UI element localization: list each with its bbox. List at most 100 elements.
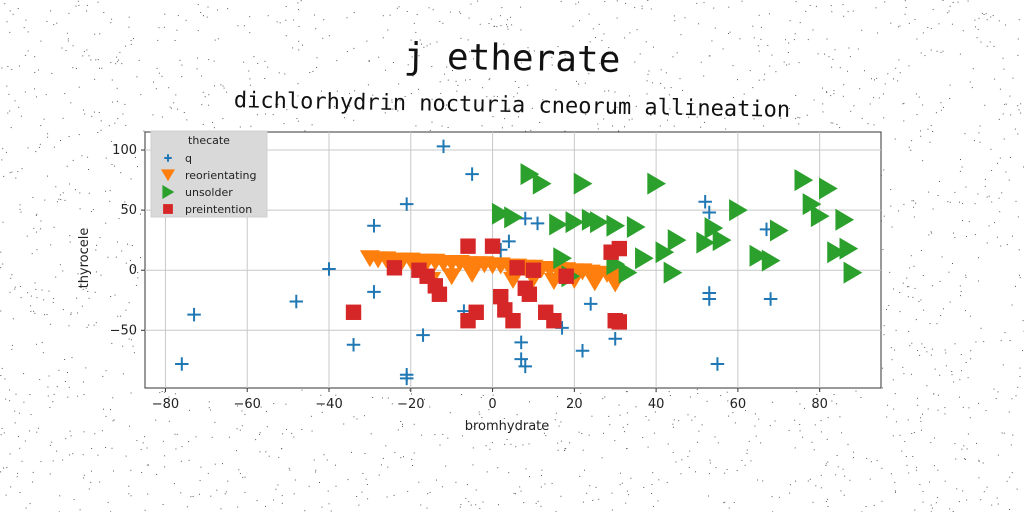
legend-marker — [162, 185, 175, 199]
data-point — [702, 205, 717, 220]
data-point — [827, 241, 846, 264]
legend-items: q reorientating unsolder preintention — [161, 152, 256, 216]
data-point — [575, 343, 590, 358]
x-tick-label: 80 — [811, 397, 828, 412]
data-point — [462, 265, 483, 283]
data-point — [835, 208, 855, 231]
y-tick-label: −50 — [110, 323, 137, 338]
legend-marker — [163, 204, 173, 214]
data-point — [763, 292, 778, 306]
x-tick-label: 0 — [488, 397, 496, 412]
data-point — [502, 234, 516, 249]
data-point — [802, 193, 822, 216]
data-point — [590, 211, 609, 234]
legend-item: q — [164, 152, 192, 165]
data-point — [399, 197, 414, 211]
data-point — [606, 214, 626, 237]
legend-item: preintention — [163, 203, 252, 216]
data-point — [761, 249, 781, 272]
data-point — [386, 260, 403, 276]
legend-item: unsolder — [162, 185, 233, 199]
data-point — [187, 307, 201, 322]
data-point — [696, 231, 716, 254]
x-tick-label: −20 — [397, 397, 424, 412]
legend-label: preintention — [185, 203, 252, 216]
data-point — [175, 357, 189, 371]
data-point — [509, 260, 525, 276]
data-point — [810, 205, 830, 228]
y-tick-label: 100 — [112, 143, 137, 158]
series-q — [175, 139, 778, 386]
legend-label: q — [185, 152, 192, 165]
x-tick-label: 40 — [648, 397, 665, 412]
data-point — [565, 211, 585, 234]
data-point — [322, 262, 336, 276]
y-tick-label: 50 — [120, 203, 137, 218]
data-point — [514, 335, 528, 350]
legend-marker — [164, 154, 172, 162]
y-axis-label: thyrocele — [77, 228, 92, 289]
data-point — [729, 199, 748, 222]
data-point — [702, 292, 717, 306]
ticks: −80 −60 −40 −20 0 20 40 60 80 −50 0 50 100 — [110, 143, 828, 412]
data-point — [704, 217, 724, 240]
data-point — [416, 328, 430, 342]
data-point — [698, 194, 712, 209]
data-point — [504, 206, 523, 229]
data-point — [520, 163, 540, 186]
data-point — [608, 331, 622, 346]
legend-title: thecate — [188, 134, 230, 147]
data-point — [525, 262, 542, 278]
legend-item: reorientating — [161, 169, 256, 182]
data-point — [618, 261, 638, 284]
data-point — [514, 352, 528, 366]
data-point — [710, 357, 725, 371]
data-point — [484, 238, 501, 254]
data-point — [712, 229, 732, 252]
data-point — [346, 337, 361, 352]
data-point — [553, 247, 572, 270]
data-point — [663, 261, 683, 284]
data-point — [493, 288, 509, 305]
data-point — [843, 261, 863, 284]
data-point — [468, 304, 484, 320]
data-point — [532, 172, 552, 195]
data-point — [465, 167, 479, 181]
data-point — [769, 219, 789, 242]
series-preintention — [345, 238, 628, 330]
data-point — [655, 241, 675, 264]
x-tick-label: −60 — [234, 397, 261, 412]
series-layer — [175, 139, 863, 386]
data-point — [399, 371, 414, 386]
data-point — [546, 312, 562, 329]
data-point — [503, 271, 523, 289]
data-point — [573, 172, 593, 195]
plot-area: −80 −60 −40 −20 0 20 40 60 80 −50 0 50 100 thecate q… — [77, 130, 882, 434]
series-unsolder — [491, 163, 863, 288]
data-point — [521, 286, 538, 302]
x-tick-label: 20 — [566, 397, 583, 412]
y-tick-label: 0 — [129, 263, 137, 278]
legend-marker — [161, 169, 175, 182]
data-point — [819, 177, 838, 200]
x-tick-label: −40 — [315, 397, 342, 412]
data-point — [749, 244, 769, 267]
data-point — [611, 240, 628, 257]
data-point — [505, 312, 521, 329]
legend-label: reorientating — [185, 169, 256, 182]
data-point — [530, 216, 545, 231]
data-point — [647, 172, 667, 195]
data-point — [611, 314, 628, 330]
data-point — [345, 304, 362, 320]
data-point — [839, 237, 859, 260]
data-point — [584, 274, 605, 292]
data-point — [583, 297, 598, 311]
data-point — [558, 268, 574, 284]
data-point — [794, 169, 814, 192]
data-point — [460, 238, 476, 254]
data-point — [367, 285, 381, 299]
x-axis-label: bromhydrate — [465, 419, 550, 434]
x-tick-label: −80 — [152, 397, 179, 412]
data-point — [441, 268, 462, 286]
